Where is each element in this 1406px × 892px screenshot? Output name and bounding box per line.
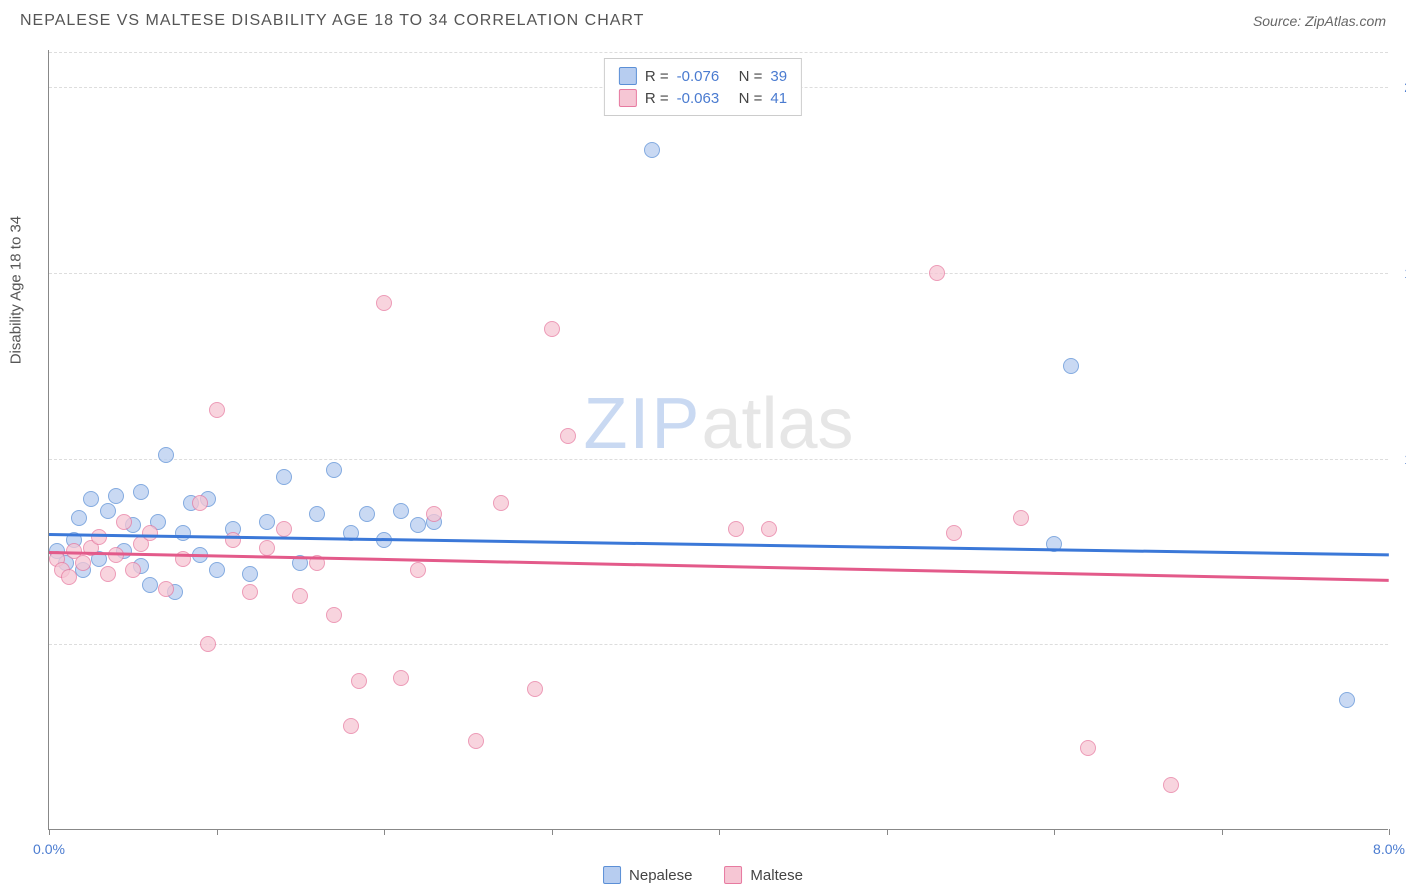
legend-swatch: [619, 89, 637, 107]
y-axis-label: Disability Age 18 to 34: [8, 216, 25, 364]
data-point: [259, 540, 275, 556]
data-point: [1163, 777, 1179, 793]
data-point: [1339, 692, 1355, 708]
data-point: [192, 495, 208, 511]
data-point: [493, 495, 509, 511]
data-point: [468, 733, 484, 749]
data-point: [544, 321, 560, 337]
x-tick: [384, 829, 385, 835]
legend-swatch: [619, 67, 637, 85]
data-point: [142, 577, 158, 593]
correlation-legend: R = -0.076 N = 39 R = -0.063 N = 41: [604, 58, 802, 116]
r-label: R =: [645, 90, 669, 107]
trend-line: [49, 533, 1389, 556]
chart-title: NEPALESE VS MALTESE DISABILITY AGE 18 TO…: [20, 12, 644, 30]
x-tick-label: 8.0%: [1373, 841, 1405, 857]
data-point: [83, 491, 99, 507]
data-point: [560, 428, 576, 444]
n-label: N =: [739, 68, 763, 85]
data-point: [1013, 510, 1029, 526]
data-point: [175, 525, 191, 541]
data-point: [351, 673, 367, 689]
legend-row: R = -0.076 N = 39: [619, 65, 787, 87]
data-point: [259, 514, 275, 530]
data-point: [946, 525, 962, 541]
data-point: [1063, 358, 1079, 374]
data-point: [61, 569, 77, 585]
n-value: 41: [770, 90, 787, 107]
data-point: [91, 529, 107, 545]
data-point: [200, 636, 216, 652]
data-point: [326, 607, 342, 623]
data-point: [1080, 740, 1096, 756]
legend-label: Maltese: [750, 867, 803, 884]
data-point: [108, 547, 124, 563]
legend-row: R = -0.063 N = 41: [619, 87, 787, 109]
data-point: [292, 588, 308, 604]
gridline: [49, 52, 1388, 53]
data-point: [276, 469, 292, 485]
data-point: [410, 517, 426, 533]
legend-item: Maltese: [724, 866, 803, 884]
data-point: [276, 521, 292, 537]
data-point: [242, 566, 258, 582]
legend-swatch: [724, 866, 742, 884]
data-point: [343, 718, 359, 734]
x-tick: [1222, 829, 1223, 835]
chart-source: Source: ZipAtlas.com: [1253, 13, 1386, 29]
data-point: [209, 562, 225, 578]
data-point: [644, 142, 660, 158]
scatter-chart: ZIPatlas 5.0%10.0%15.0%20.0%0.0%8.0%: [48, 50, 1388, 830]
data-point: [309, 506, 325, 522]
data-point: [100, 503, 116, 519]
data-point: [393, 670, 409, 686]
data-point: [225, 532, 241, 548]
x-tick: [217, 829, 218, 835]
r-value: -0.076: [677, 68, 731, 85]
x-tick: [1389, 829, 1390, 835]
data-point: [209, 402, 225, 418]
x-tick: [49, 829, 50, 835]
data-point: [426, 506, 442, 522]
data-point: [142, 525, 158, 541]
r-label: R =: [645, 68, 669, 85]
data-point: [326, 462, 342, 478]
data-point: [359, 506, 375, 522]
legend-item: Nepalese: [603, 866, 692, 884]
data-point: [728, 521, 744, 537]
data-point: [71, 510, 87, 526]
data-point: [761, 521, 777, 537]
r-value: -0.063: [677, 90, 731, 107]
data-point: [108, 488, 124, 504]
x-tick-label: 0.0%: [33, 841, 65, 857]
legend-swatch: [603, 866, 621, 884]
watermark: ZIPatlas: [583, 383, 853, 465]
data-point: [158, 581, 174, 597]
gridline: [49, 644, 1388, 645]
data-point: [133, 484, 149, 500]
x-tick: [887, 829, 888, 835]
data-point: [125, 562, 141, 578]
data-point: [376, 295, 392, 311]
data-point: [393, 503, 409, 519]
n-label: N =: [739, 90, 763, 107]
data-point: [410, 562, 426, 578]
data-point: [75, 555, 91, 571]
data-point: [242, 584, 258, 600]
gridline: [49, 273, 1388, 274]
n-value: 39: [770, 68, 787, 85]
data-point: [116, 514, 132, 530]
data-point: [100, 566, 116, 582]
x-tick: [719, 829, 720, 835]
data-point: [158, 447, 174, 463]
data-point: [527, 681, 543, 697]
x-tick: [552, 829, 553, 835]
x-tick: [1054, 829, 1055, 835]
series-legend: Nepalese Maltese: [603, 866, 803, 884]
chart-header: NEPALESE VS MALTESE DISABILITY AGE 18 TO…: [0, 0, 1406, 38]
gridline: [49, 459, 1388, 460]
legend-label: Nepalese: [629, 867, 692, 884]
data-point: [929, 265, 945, 281]
